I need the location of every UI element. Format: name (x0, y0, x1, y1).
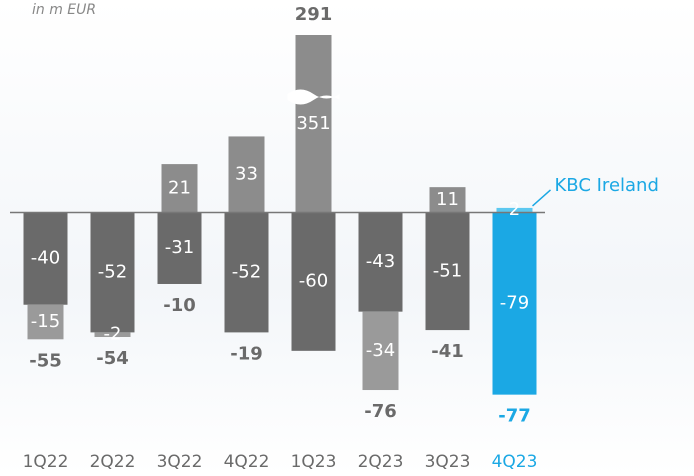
segment-label: -2 (104, 324, 122, 345)
segment-label: 351 (296, 113, 330, 134)
x-tick-label: 1Q22 (23, 452, 69, 472)
bar-segment (496, 207, 533, 213)
bar-segment (362, 311, 399, 391)
segment-label: -52 (98, 261, 127, 282)
bar-segment (425, 212, 470, 331)
segment-label: 21 (168, 177, 191, 198)
chart-subtitle: in m EUR (32, 2, 96, 18)
plot-area (23, 35, 537, 395)
bar-segment (161, 164, 198, 213)
segment-label: -15 (31, 311, 60, 332)
total-label: -55 (29, 350, 62, 371)
segment-label: 33 (235, 163, 258, 184)
x-tick-label: 2Q23 (358, 452, 404, 472)
segment-label: -52 (232, 261, 261, 282)
x-tick-label: 2Q22 (90, 452, 136, 472)
axis-break (287, 89, 340, 105)
total-label: -10 (163, 295, 196, 316)
bar-segment (94, 332, 131, 338)
total-label: 291 (295, 4, 333, 25)
total-label: -41 (431, 341, 464, 362)
segment-label: 2 (509, 199, 520, 220)
total-label: -54 (96, 348, 129, 369)
x-tick-label: 1Q23 (291, 452, 337, 472)
bar-segment (295, 35, 332, 213)
segment-label: 11 (436, 189, 459, 210)
bar-segment (492, 212, 537, 395)
x-tick-label: 3Q22 (157, 452, 203, 472)
segment-label: -34 (366, 340, 395, 361)
segment-label: -51 (433, 260, 462, 281)
segment-label: -60 (299, 271, 328, 292)
total-label: -19 (230, 343, 263, 364)
segment-label: -79 (500, 293, 529, 314)
bar-segment (429, 187, 466, 213)
segment-label: -43 (366, 251, 395, 272)
total-label: -77 (498, 406, 531, 427)
bar-segment (224, 212, 269, 333)
bar-segment (358, 212, 403, 312)
segment-label: -40 (31, 248, 60, 269)
bar-segment (228, 136, 265, 213)
bar-segment (27, 304, 64, 340)
x-tick-label: 4Q22 (224, 452, 270, 472)
segment-label: -31 (165, 237, 194, 258)
x-tick-label: 3Q23 (425, 452, 471, 472)
bar-segment (291, 212, 336, 351)
annotation-leader (532, 189, 551, 207)
bar-segment (157, 212, 202, 284)
x-tick-label: 4Q23 (492, 452, 538, 472)
total-label: -76 (364, 401, 397, 422)
annotation: KBC Ireland (555, 175, 659, 196)
bar-segment (23, 212, 68, 305)
bar-segment (90, 212, 135, 333)
